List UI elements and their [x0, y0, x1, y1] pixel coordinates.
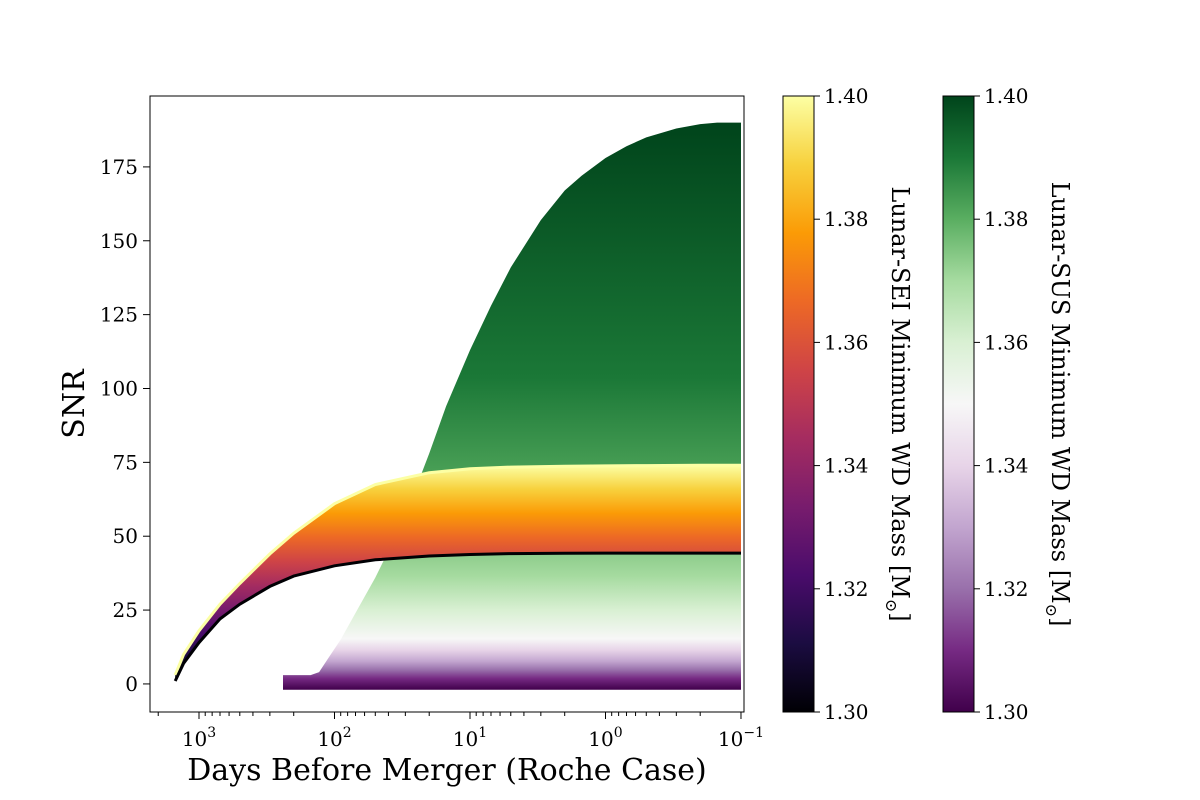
y-tick-label: 175 [100, 155, 138, 179]
colorbar-tick-label: 1.38 [824, 207, 869, 231]
plot-frame [149, 95, 745, 713]
y-tick-label: 50 [113, 524, 138, 548]
y-tick-label: 150 [100, 229, 138, 253]
colorbar-tick-label: 1.36 [824, 330, 869, 354]
colorbar-tick-label: 1.32 [824, 577, 869, 601]
y-tick-label: 125 [100, 303, 138, 327]
lunar-sei-band-fill [175, 465, 741, 681]
colorbar-tick-label: 1.34 [984, 454, 1029, 478]
colorbar-label: Lunar-SEI Minimum WD Mass [M⊙] [882, 186, 914, 621]
y-tick-label: 100 [100, 376, 138, 400]
colorbar-tick-label: 1.40 [824, 84, 869, 108]
x-tick-label: 101 [453, 725, 487, 751]
plot-area [173, 122, 741, 690]
colorbar-tick-label: 1.40 [984, 84, 1029, 108]
colorbar-lunar-sei: 1.30 1.32 1.34 1.36 1.38 1.40 Lunar-SEI Minimu… [782, 84, 914, 724]
colorbar-tick-label: 1.32 [984, 577, 1029, 601]
colorbar-gradient [942, 95, 975, 713]
colorbar-tick-label: 1.34 [824, 454, 869, 478]
y-tick-label: 75 [113, 450, 138, 474]
colorbar-lunar-sus: 1.30 1.32 1.34 1.36 1.38 1.40 Lunar-SUS Minimu… [942, 84, 1074, 724]
colorbar-tick-label: 1.30 [824, 700, 869, 724]
y-tick-label: 25 [113, 598, 138, 622]
lunar-sei-band-floor [173, 551, 741, 682]
lunar-sei-band-rim [173, 463, 741, 676]
y-axis-title: SNR [57, 368, 92, 439]
x-tick-label: 102 [317, 725, 351, 751]
x-axis-title: Days Before Merger (Roche Case) [187, 753, 707, 788]
lunar-sus-band-fill [283, 122, 741, 690]
y-axis: 0 25 50 75 100 125 150 175 [100, 155, 150, 696]
lunar-sei-band [173, 463, 741, 682]
colorbar-tick-label: 1.30 [984, 700, 1029, 724]
colorbar-tick-label: 1.36 [984, 330, 1029, 354]
lunar-sus-band [283, 122, 741, 690]
x-tick-label: 100 [588, 725, 622, 751]
x-axis: 103 102 101 100 10−1 [157, 712, 764, 751]
x-tick-label: 10−1 [718, 725, 764, 751]
y-tick-label: 0 [125, 672, 138, 696]
colorbar-label: Lunar-SUS Minimum WD Mass [M⊙] [1042, 182, 1074, 627]
colorbar-tick-label: 1.38 [984, 207, 1029, 231]
x-tick-label: 103 [182, 725, 216, 751]
colorbar-gradient [782, 95, 815, 713]
